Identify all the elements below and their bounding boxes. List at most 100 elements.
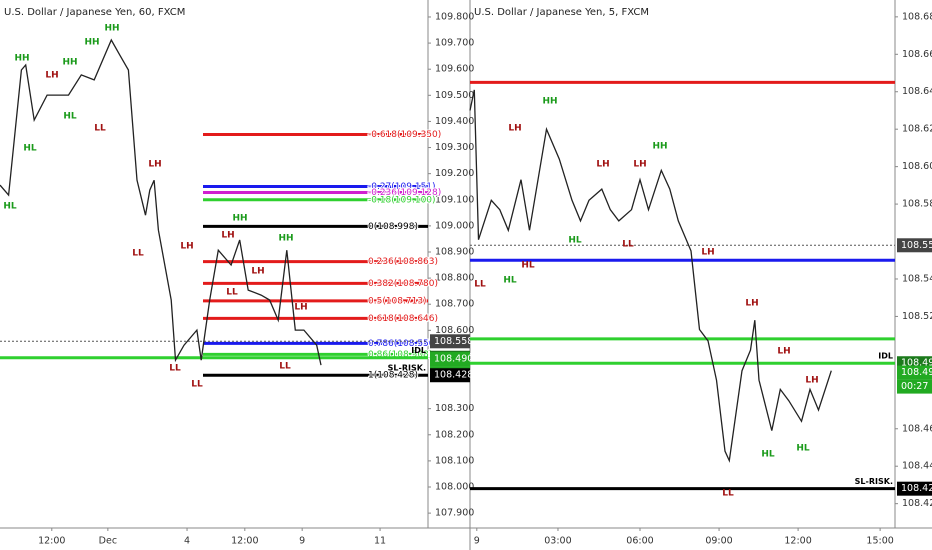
x-tick-label: 03:00: [544, 536, 571, 547]
x-tick-label: 12:00: [38, 536, 65, 547]
level-label: -0.18(109.100): [368, 195, 436, 205]
y-tick-label: 109.800: [435, 11, 474, 22]
pattern-label: LH: [221, 231, 234, 241]
pattern-label: HL: [568, 236, 582, 246]
x-tick-label: 06:00: [626, 536, 653, 547]
price-tag: [430, 352, 470, 367]
level-tag: IDL: [878, 352, 893, 361]
pattern-label: LH: [180, 242, 193, 252]
y-tick-label: 109.200: [435, 168, 474, 179]
pattern-label: HH: [104, 24, 119, 34]
pattern-label: LL: [191, 380, 203, 390]
y-tick-label: 109.000: [435, 220, 474, 231]
pattern-label: LH: [148, 160, 161, 170]
pattern-label: LH: [294, 303, 307, 313]
x-tick-label: 12:00: [784, 536, 811, 547]
price-tag: [897, 481, 932, 496]
y-tick-label: 108.600: [902, 161, 932, 172]
y-tick-label: 108.540: [902, 273, 932, 284]
pattern-label: LH: [596, 160, 609, 170]
level-label: -0.27(109.151): [368, 182, 436, 192]
pattern-label: HH: [14, 54, 29, 64]
y-tick-label: 108.100: [435, 455, 474, 466]
price-tag-label: 108.495: [901, 358, 932, 369]
pattern-label: LL: [169, 364, 181, 374]
level-label: 1(108.428): [368, 371, 418, 381]
x-tick-label: 9: [474, 536, 480, 547]
level-label: 0.618(108.646): [368, 314, 438, 324]
pattern-label: HL: [521, 261, 535, 271]
x-tick-label: 4: [184, 536, 190, 547]
chart-title: U.S. Dollar / Japanese Yen, 5, FXCM: [474, 7, 649, 18]
x-tick-label: 15:00: [866, 536, 893, 547]
price-line: [0, 38, 322, 366]
price-tag-label: 108.558: [901, 240, 932, 251]
pattern-label: LH: [701, 248, 714, 258]
y-tick-label: 108.900: [435, 246, 474, 257]
y-tick-label: 108.660: [902, 49, 932, 60]
y-tick-label: 108.640: [902, 86, 932, 97]
pattern-label: LH: [805, 376, 818, 386]
pattern-label: HL: [63, 112, 77, 122]
pattern-label: HL: [3, 202, 17, 212]
y-tick-label: 108.700: [435, 299, 474, 310]
x-tick-label: 11: [374, 536, 386, 547]
level-label: 0.236(108.863): [368, 257, 438, 267]
price-tag-label: 108.428: [434, 370, 473, 381]
price-tag: [897, 379, 932, 394]
price-tag-label: 00:27: [901, 381, 928, 392]
price-tag: [897, 238, 932, 253]
y-tick-label: 108.460: [902, 423, 932, 434]
level-label: 0(108.998): [368, 222, 418, 232]
y-tick-label: 109.400: [435, 116, 474, 127]
price-tag-label: 108.558: [434, 336, 473, 347]
y-tick-label: 108.520: [902, 311, 932, 322]
pattern-label: HH: [278, 234, 293, 244]
level-tag: SL-RISK.: [855, 477, 893, 486]
level-label: -0.618(109.350): [368, 130, 441, 140]
pattern-label: HL: [761, 450, 775, 460]
level-tag: SL-RISK.: [388, 364, 426, 373]
level-tag: IDL: [411, 346, 426, 355]
pattern-label: HL: [23, 144, 37, 154]
x-tick-label: Dec: [99, 536, 117, 547]
y-tick-label: 108.000: [435, 482, 474, 493]
level-label: 0.786(108.550): [368, 339, 438, 349]
pattern-label: LL: [622, 240, 634, 250]
chart-title: U.S. Dollar / Japanese Yen, 60, FXCM: [4, 7, 185, 18]
y-tick-label: 108.200: [435, 429, 474, 440]
level-label: 0.5(108.713): [368, 296, 427, 306]
pattern-label: HH: [84, 38, 99, 48]
pattern-label: LL: [279, 362, 291, 372]
y-tick-label: 107.900: [435, 508, 474, 519]
x-tick-label: 12:00: [231, 536, 258, 547]
y-tick-label: 109.100: [435, 194, 474, 205]
pattern-label: LH: [745, 299, 758, 309]
pattern-label: HH: [652, 142, 667, 152]
pattern-label: LH: [508, 124, 521, 134]
price-tag: [897, 365, 932, 380]
price-tag-label: 108.490: [434, 354, 473, 365]
price-line: [469, 89, 832, 463]
level-label: -0.236(109.128): [368, 188, 441, 198]
x-tick-label: 9: [299, 536, 305, 547]
pattern-label: LH: [777, 347, 790, 357]
pattern-label: LH: [633, 160, 646, 170]
y-tick-label: 108.600: [435, 325, 474, 336]
pattern-label: HH: [542, 97, 557, 107]
y-tick-label: 108.680: [902, 11, 932, 22]
x-tick-label: 09:00: [705, 536, 732, 547]
price-tag: [430, 334, 470, 349]
pattern-label: LL: [226, 288, 238, 298]
y-tick-label: 109.500: [435, 90, 474, 101]
pattern-label: LL: [474, 280, 486, 290]
price-tag-label: 108.428: [901, 483, 932, 494]
y-tick-label: 108.620: [902, 124, 932, 135]
pattern-label: LH: [45, 71, 58, 81]
price-tag-label: 108.490: [901, 367, 932, 378]
y-tick-label: 108.440: [902, 461, 932, 472]
pattern-label: HH: [232, 214, 247, 224]
y-tick-label: 108.420: [902, 498, 932, 509]
y-tick-label: 108.800: [435, 273, 474, 284]
